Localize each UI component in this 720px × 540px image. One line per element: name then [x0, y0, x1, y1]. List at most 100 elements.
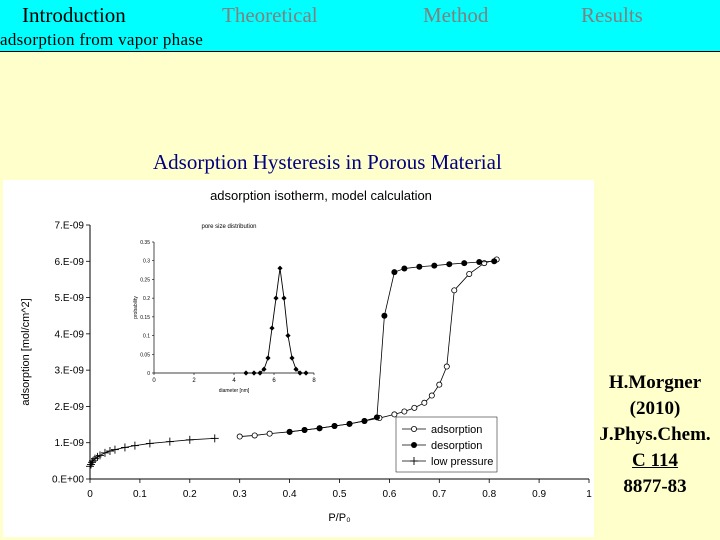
data-point: [481, 260, 488, 267]
tab-introduction[interactable]: Introduction: [22, 3, 126, 27]
data-point: [86, 462, 94, 471]
inset-data-point: [297, 370, 303, 376]
inset-y-axis-label: probability: [133, 296, 139, 319]
data-point: [461, 260, 468, 267]
inset-x-axis-label: diameter [nm]: [219, 388, 250, 394]
inset-data-point: [243, 370, 249, 376]
data-point: [346, 420, 353, 427]
data-point: [165, 437, 174, 446]
inset-data-point: [251, 370, 257, 376]
data-point: [286, 428, 293, 435]
inset-y-tick-label: 0.05: [140, 352, 150, 358]
inset-y-tick-label: 0.3: [143, 259, 150, 265]
main-y-tick-label: 6.E-09: [55, 257, 85, 268]
data-point: [331, 423, 338, 430]
data-point: [381, 312, 388, 319]
citation-year: (2010): [629, 398, 681, 419]
main-y-tick-label: 2.E-09: [55, 402, 85, 413]
legend-marker: [411, 442, 417, 448]
inset-y-tick-label: 0.15: [140, 315, 150, 321]
inset-y-tick-label: 0.25: [140, 277, 150, 283]
data-point: [105, 447, 114, 456]
data-point: [100, 448, 109, 457]
main-chart-title: adsorption isotherm, model calculation: [210, 188, 432, 203]
inset-axes: [152, 241, 315, 375]
main-y-tick-label: 1.E-09: [55, 438, 85, 449]
data-point: [145, 439, 154, 448]
header-bar: Introduction Theoretical Method Results …: [0, 0, 720, 52]
legend-marker: [410, 425, 417, 432]
data-point: [185, 435, 194, 444]
data-point: [86, 460, 95, 469]
data-point: [120, 443, 129, 452]
inset-y-tick-label: 0.2: [143, 296, 150, 302]
data-point: [428, 392, 435, 399]
data-point: [446, 261, 453, 268]
legend-marker: [410, 457, 418, 465]
main-x-tick-label: 1: [586, 489, 592, 500]
tab-results[interactable]: Results: [581, 3, 643, 27]
data-point: [443, 363, 450, 370]
slide-title: Adsorption Hysteresis in Porous Material: [153, 150, 502, 174]
data-point: [391, 269, 398, 276]
section-subtitle: adsorption from vapor phase: [0, 30, 204, 49]
inset-data-point: [303, 370, 309, 376]
main-x-tick-label: 0.7: [432, 489, 446, 500]
main-x-tick-label: 0.6: [382, 489, 396, 500]
data-point: [401, 265, 408, 272]
tab-theoretical[interactable]: Theoretical: [222, 3, 318, 27]
data-point: [411, 404, 418, 411]
main-y-tick-label: 5.E-09: [55, 293, 85, 304]
inset-data-point: [293, 366, 299, 372]
inset-data-point: [261, 366, 267, 372]
inset-data-point: [257, 370, 263, 376]
tab-method[interactable]: Method: [423, 3, 489, 27]
data-point: [466, 270, 473, 277]
legend-label: adsorption: [431, 424, 482, 436]
inset-data-point: [289, 355, 295, 361]
legend-box: [395, 416, 498, 473]
data-point: [436, 381, 443, 388]
main-x-tick-label: 0.1: [133, 489, 147, 500]
legend: adsorption desorption low pressure: [395, 416, 498, 473]
data-point: [236, 433, 243, 440]
data-point: [95, 451, 104, 460]
main-y-tick-label: 7.E-09: [55, 221, 85, 232]
data-point: [301, 427, 308, 434]
inset-y-tick-label: 0.35: [140, 240, 150, 246]
inset-background: [128, 217, 344, 405]
data-point: [361, 417, 368, 424]
isotherm-chart: adsorption isotherm, model calculation 0…: [3, 180, 594, 537]
data-point: [421, 399, 428, 406]
pore-size-inset: pore size distribution 0 0.05 0.1 0.15 0.2 0.…: [128, 217, 344, 405]
inset-tick-labels: 0 0.05 0.1 0.15 0.2 0.25 0.3 0.35 0 2 4 6 8: [140, 240, 316, 384]
data-point: [373, 414, 380, 421]
inset-x-tick-label: 0: [152, 378, 156, 384]
data-point: [391, 411, 398, 418]
data-point: [110, 445, 119, 454]
data-point: [401, 408, 408, 415]
main-x-tick-label: 0: [87, 489, 93, 500]
legend-label: low pressure: [431, 456, 493, 468]
inset-y-tick-label: 0: [147, 371, 150, 377]
main-x-tick-label: 0.9: [532, 489, 546, 500]
main-y-axis-label: adsorption [mol/cm^2]: [20, 298, 32, 405]
main-tick-labels: 0.E+00 1.E-09 2.E-09 3.E-09 4.E-09 5.E-09 6.E-…: [52, 221, 592, 501]
citation-volume: C 114: [632, 450, 678, 471]
data-point: [451, 287, 458, 294]
data-point: [431, 262, 438, 269]
legend-label: desorption: [431, 440, 482, 452]
inset-data-point: [265, 355, 271, 361]
inset-x-tick-label: 6: [272, 378, 276, 384]
citation-author: H.Morgner: [608, 372, 702, 393]
inset-y-tick-label: 0.1: [143, 334, 150, 340]
main-y-tick-label: 3.E-09: [55, 366, 85, 377]
data-point: [210, 434, 219, 443]
main-x-tick-label: 0.2: [183, 489, 197, 500]
main-axes: [86, 224, 590, 483]
citation: H.Morgner (2010) J.Phys.Chem. C 114 8877…: [594, 370, 716, 500]
main-y-tick-label: 4.E-09: [55, 329, 85, 340]
data-point: [88, 456, 97, 465]
data-point: [251, 432, 258, 439]
main-x-tick-label: 0.5: [333, 489, 347, 500]
